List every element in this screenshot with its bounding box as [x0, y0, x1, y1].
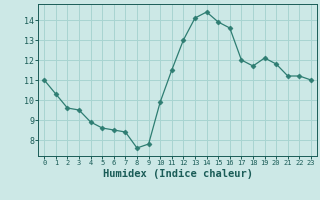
X-axis label: Humidex (Indice chaleur): Humidex (Indice chaleur) — [103, 169, 252, 179]
